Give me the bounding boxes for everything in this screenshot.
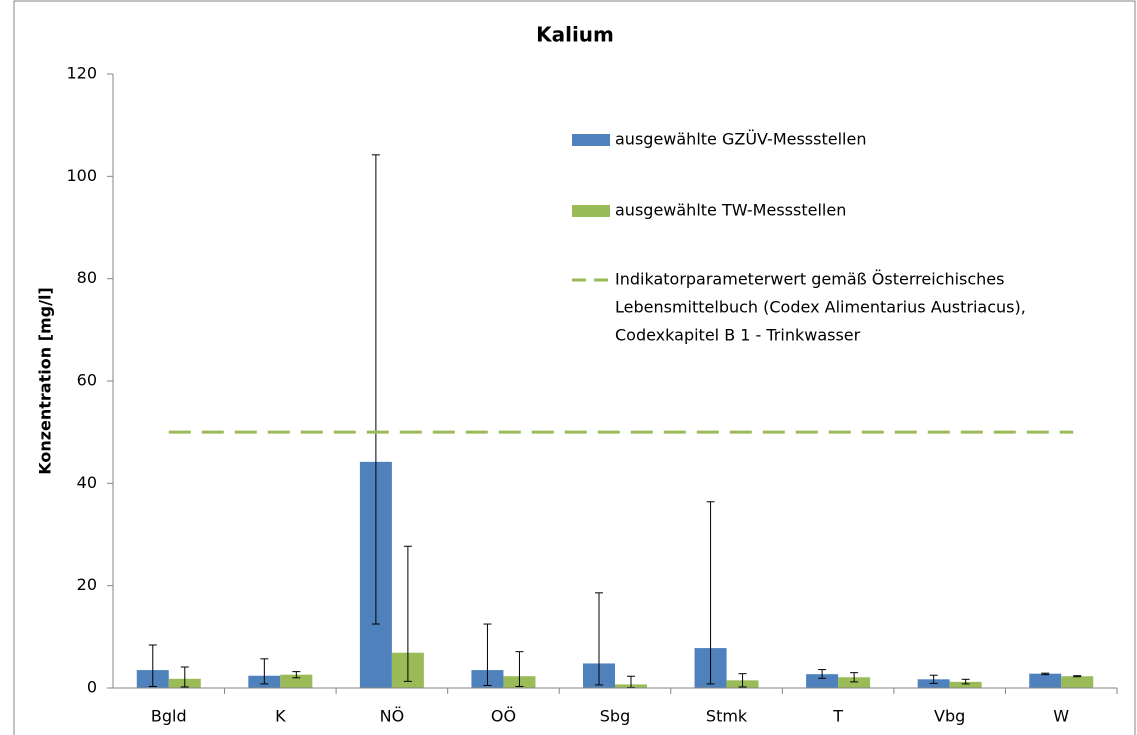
x-tick-label: Sbg [600,707,630,726]
legend-swatch [572,134,610,146]
bar [806,674,839,688]
x-tick-label: Vbg [934,707,965,726]
legend-label: Codexkapitel B 1 - Trinkwasser [615,326,861,345]
legend-swatch [572,205,610,217]
bar [280,674,313,688]
x-tick-label: T [832,707,843,726]
x-tick-label: OÖ [491,707,516,726]
bar [1029,673,1062,688]
y-tick-label: 40 [77,473,97,492]
x-tick-label: K [275,707,286,726]
y-tick-label: 120 [66,64,97,83]
bar [1061,676,1094,688]
y-tick-label: 20 [77,575,97,594]
legend-label: ausgewählte TW-Messstellen [615,201,846,220]
x-tick-label: W [1053,707,1069,726]
x-tick-label: NÖ [380,707,405,726]
x-tick-label: Bgld [151,707,187,726]
y-tick-label: 100 [66,166,97,185]
chart-title: Kalium [536,23,614,47]
legend-label: Indikatorparameterwert gemäß Österreichi… [615,270,1004,289]
y-tick-label: 60 [77,371,97,390]
y-axis-label: Konzentration [mg/l] [36,287,55,475]
chart-frame [13,0,1136,735]
bar [949,681,982,688]
bar [838,677,871,688]
legend-label: Lebensmittelbuch (Codex Alimentarius Aus… [615,298,1026,317]
legend-label: ausgewählte GZÜV-Messstellen [615,130,866,149]
x-tick-label: Stmk [706,707,748,726]
y-tick-label: 80 [77,268,97,287]
y-tick-label: 0 [87,678,97,697]
